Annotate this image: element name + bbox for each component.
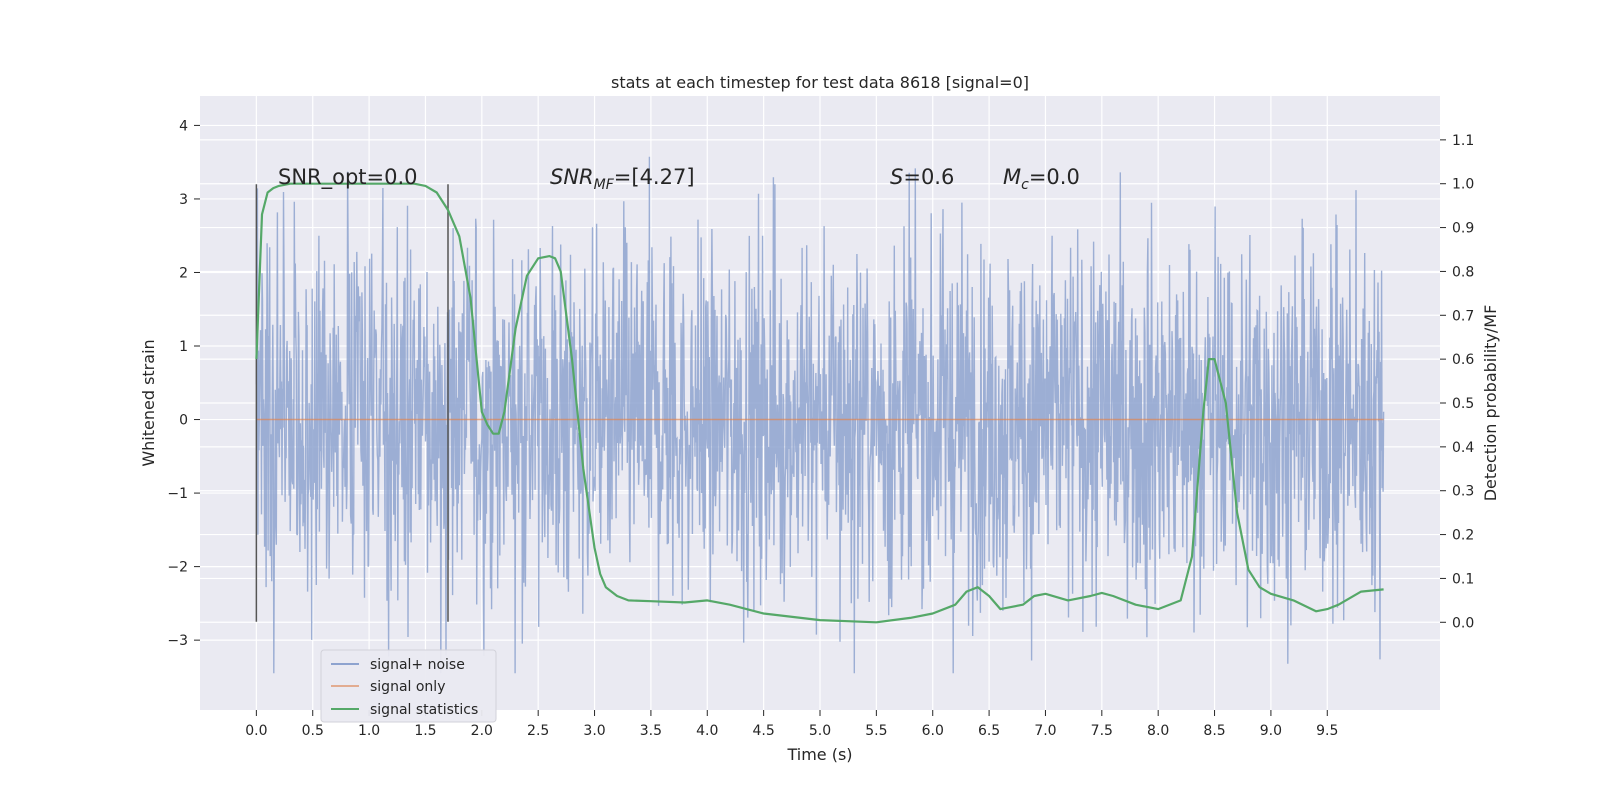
x-tick-label: 9.0 [1260,723,1282,739]
x-tick-label: 7.5 [1091,723,1113,739]
y-tick-label: 3 [179,192,188,208]
y2-tick-label: 0.9 [1452,221,1474,237]
y2-tick-label: 1.0 [1452,177,1474,193]
x-tick-label: 3.5 [640,723,662,739]
x-tick-label: 7.0 [1034,723,1056,739]
y-tick-label: −2 [167,560,188,576]
y2-tick-label: 0.6 [1452,352,1474,368]
x-tick-label: 9.5 [1316,723,1338,739]
x-tick-label: 6.0 [922,723,944,739]
x-tick-label: 2.0 [471,723,493,739]
x-tick-label: 0.5 [302,723,324,739]
y-tick-label: −1 [167,486,188,502]
x-tick-label: 0.0 [245,723,267,739]
annotation-mc: Mc=0.0 [1003,165,1080,193]
annotation-mc-value: =0.0 [1029,165,1080,189]
annotation-s: S=0.6 [890,165,954,189]
y2-tick-label: 0.5 [1452,396,1474,412]
x-tick-label: 4.0 [696,723,718,739]
series-signal-statistics [255,182,1384,624]
tick-labels: 0.0 0.5 1.0 1.5 2.0 2.5 3.0 3.5 4.0 4.5 5.0 5.5 6.0 6… [167,118,1474,739]
y2-tick-label: 0.8 [1452,264,1474,280]
x-tick-label: 6.5 [978,723,1000,739]
y-tick-label: 2 [179,265,188,281]
y-tick-label: 0 [179,413,188,429]
y2-tick-label: 0.4 [1452,440,1474,456]
legend-label-signal-plus-noise: signal+ noise [370,657,465,673]
x-tick-label: 1.0 [358,723,380,739]
legend-label-signal-statistics: signal statistics [370,702,478,718]
chart-title: stats at each timestep for test data 861… [611,73,1029,92]
x-tick-label: 2.5 [527,723,549,739]
x-tick-label: 3.0 [583,723,605,739]
legend-label-signal-only: signal only [370,679,445,695]
y-axis-label: Whitened strain [139,339,158,466]
annotation-mc-name: M [1003,165,1021,189]
annotation-snr-mf-sub: MF [594,177,615,193]
x-tick-label: 8.0 [1147,723,1169,739]
x-tick-label: 5.5 [865,723,887,739]
annotation-snr-opt: SNR_opt=0.0 [278,165,418,190]
y-tick-label: 4 [179,118,188,134]
y2-tick-label: 0.0 [1452,615,1474,631]
y2-axis-label: Detection probability/MF [1481,305,1500,502]
y2-tick-label: 1.1 [1452,133,1474,149]
annotation-snr-mf-value: =[4.27] [614,165,695,189]
legend: signal+ noise signal only signal statist… [320,649,497,723]
x-axis-label: Time (s) [786,745,852,764]
annotation-snr-mf: SNRMF=[4.27] [550,165,695,193]
annotation-s-name: S [890,165,903,189]
legend-box [320,649,497,723]
annotation-snr-mf-name: SNR [550,165,594,189]
signal-statistics-line [255,182,1384,624]
y-tick-label: −3 [167,633,188,649]
y2-tick-label: 0.2 [1452,528,1474,544]
x-tick-label: 1.5 [414,723,436,739]
x-tick-label: 5.0 [809,723,831,739]
y-tick-label: 1 [179,339,188,355]
y2-tick-label: 0.1 [1452,571,1474,587]
x-tick-label: 4.5 [753,723,775,739]
x-tick-label: 8.5 [1203,723,1225,739]
annotation-s-value: =0.6 [903,165,954,189]
annotation-mc-sub: c [1021,177,1029,193]
y2-tick-label: 0.7 [1452,308,1474,324]
vertical-markers [255,184,449,622]
y2-tick-label: 0.3 [1452,484,1474,500]
